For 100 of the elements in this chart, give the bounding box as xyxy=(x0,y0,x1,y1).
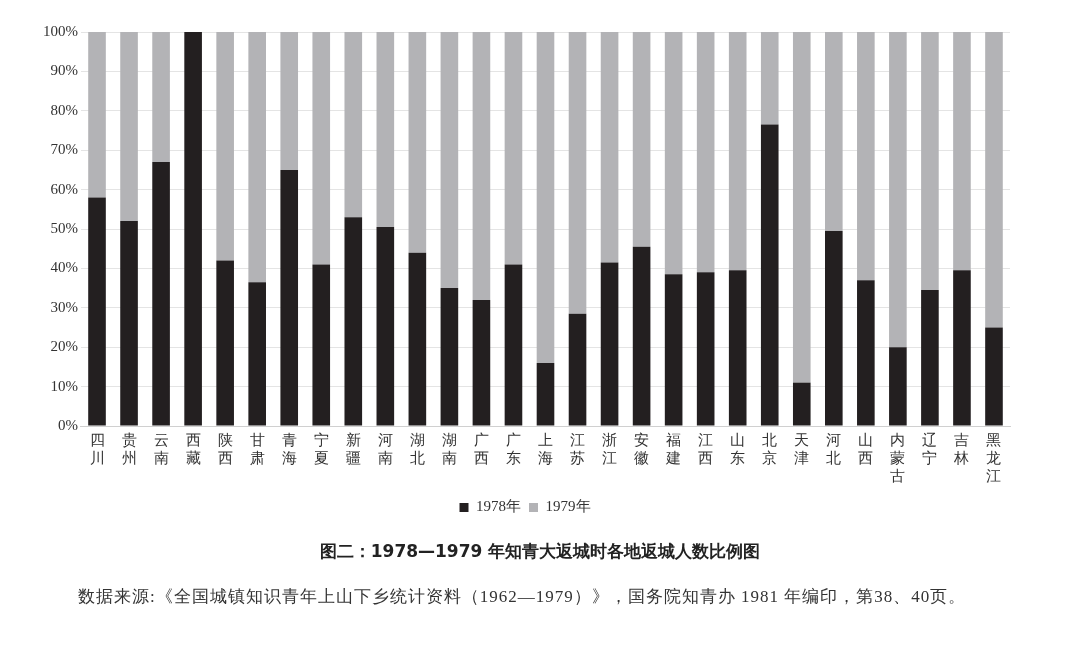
bar xyxy=(184,32,202,426)
bar xyxy=(440,288,459,426)
x-tick-label: 新疆 xyxy=(345,430,361,467)
x-tick-label: 山东 xyxy=(730,430,746,467)
bar xyxy=(696,32,715,273)
bar xyxy=(216,260,234,426)
bar xyxy=(568,313,587,426)
bar xyxy=(120,221,138,426)
legend-label: 1978年 xyxy=(476,498,521,515)
x-tick-label: 江西 xyxy=(698,430,714,467)
x-tick-label: 山西 xyxy=(858,430,874,467)
bar xyxy=(504,32,523,265)
y-tick-label: 20% xyxy=(50,338,78,355)
bar xyxy=(280,32,299,170)
x-tick-label: 云南 xyxy=(153,430,169,467)
bar xyxy=(985,32,1003,328)
bar xyxy=(792,382,811,426)
bar xyxy=(504,264,523,426)
x-tick-label: 吉林 xyxy=(953,430,970,467)
x-tick-label: 湖南 xyxy=(441,430,457,467)
bar xyxy=(568,32,587,314)
bar xyxy=(216,32,234,261)
x-tick-label: 陕西 xyxy=(217,430,233,467)
x-tick-label: 上海 xyxy=(538,430,553,467)
bar xyxy=(857,32,875,281)
bar xyxy=(312,32,331,265)
bar xyxy=(344,32,363,218)
x-tick-label: 江苏 xyxy=(570,430,586,467)
bar xyxy=(536,32,555,363)
y-tick-label: 80% xyxy=(50,101,78,118)
bar xyxy=(408,32,427,253)
y-tick-label: 90% xyxy=(50,62,78,79)
bar xyxy=(857,280,875,426)
bar xyxy=(760,124,779,426)
x-tick-label: 甘肃 xyxy=(249,430,265,467)
y-tick-label: 0% xyxy=(58,416,78,433)
legend-label: 1979年 xyxy=(545,498,591,515)
bar xyxy=(600,262,619,426)
bar xyxy=(632,32,651,247)
bar xyxy=(536,362,555,426)
bar xyxy=(472,299,491,426)
bar xyxy=(408,252,427,426)
bar xyxy=(88,197,106,426)
x-tick-label: 贵州 xyxy=(121,430,137,467)
y-tick-label: 60% xyxy=(50,180,78,197)
x-tick-label: 辽宁 xyxy=(922,430,938,467)
source-note: 数据来源:《全国城镇知识青年上山下乡统计资料（1962—1979）》，国务院知青办 1981 年编印，第38、40页。 xyxy=(77,586,968,608)
bar xyxy=(825,32,843,231)
bar xyxy=(953,270,971,426)
y-tick-label: 100% xyxy=(43,22,78,39)
x-tick-label: 天津 xyxy=(794,430,810,467)
x-tick-label: 河南 xyxy=(377,430,393,467)
bar xyxy=(248,282,266,426)
x-tick-label: 黑龙江 xyxy=(986,430,1002,485)
x-tick-label: 安徽 xyxy=(634,430,650,467)
x-tick-label: 北京 xyxy=(762,430,778,467)
x-tick-label: 内蒙古 xyxy=(890,430,906,485)
bar xyxy=(825,230,843,426)
bar xyxy=(985,327,1003,426)
x-tick-label: 四川 xyxy=(89,430,105,467)
x-tick-label: 宁夏 xyxy=(313,430,329,467)
bar xyxy=(921,32,939,291)
bar xyxy=(728,270,747,426)
bar xyxy=(152,32,170,163)
x-tick-label: 青海 xyxy=(281,430,297,467)
x-tick-label: 福建 xyxy=(665,430,682,467)
y-tick-label: 50% xyxy=(50,219,78,236)
bar xyxy=(152,162,170,426)
bar xyxy=(280,169,299,426)
bar xyxy=(696,272,715,426)
bar xyxy=(760,32,779,125)
bar xyxy=(88,32,106,198)
y-tick-label: 40% xyxy=(50,259,78,276)
bar xyxy=(472,32,491,300)
bar xyxy=(376,227,395,426)
x-tick-label: 西藏 xyxy=(185,430,201,467)
bar xyxy=(792,32,811,383)
bar xyxy=(376,32,395,228)
bar xyxy=(120,32,138,222)
bar xyxy=(889,347,907,426)
x-tick-label: 广西 xyxy=(473,430,489,467)
y-tick-label: 70% xyxy=(50,141,78,158)
x-tick-label: 河北 xyxy=(826,430,842,467)
bar xyxy=(248,32,266,283)
bar xyxy=(664,274,683,426)
bar xyxy=(632,246,651,426)
text: 图二：1978—1979 年知青大返城时各地返城人数比例图 xyxy=(318,540,762,563)
bar xyxy=(312,264,331,426)
bar xyxy=(953,32,971,271)
bar xyxy=(664,32,683,275)
bar xyxy=(600,32,619,263)
bar xyxy=(921,290,939,426)
x-tick-label: 浙江 xyxy=(602,430,618,467)
x-tick-label: 广东 xyxy=(505,430,521,467)
bar xyxy=(889,32,907,348)
y-tick-label: 30% xyxy=(50,298,78,315)
bar xyxy=(344,217,363,426)
bar xyxy=(440,32,459,289)
y-tick-label: 10% xyxy=(50,377,78,394)
x-tick-label: 湖北 xyxy=(409,430,425,467)
